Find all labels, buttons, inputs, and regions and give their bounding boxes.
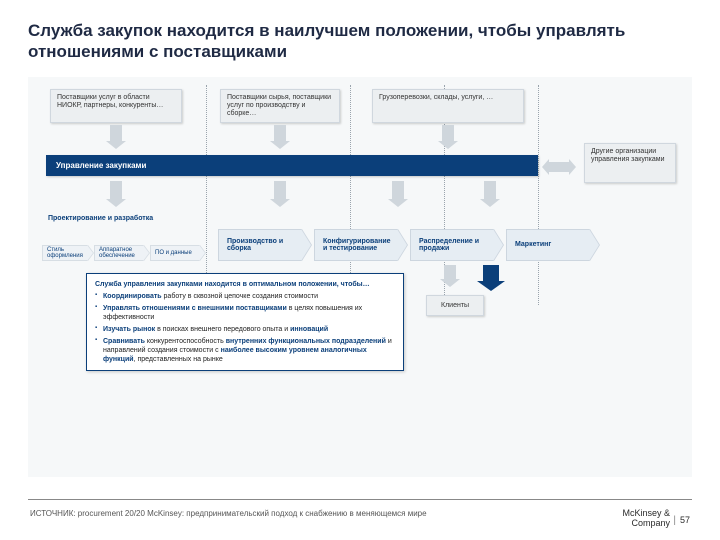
arrow-down-icon	[270, 181, 290, 207]
brand-logo: McKinsey &Company	[622, 509, 670, 528]
page-number: 57	[680, 515, 690, 525]
chain-label: Конфигурирование и тестирование	[323, 238, 393, 252]
arrow-down-icon	[106, 125, 126, 149]
arrow-down-icon	[438, 125, 458, 149]
arrow-down-icon	[480, 181, 500, 207]
callout-list: Координировать работу в сквозной цепочке…	[95, 292, 395, 365]
big-arrow-down-icon	[477, 265, 505, 291]
clients-box: Клиенты	[426, 295, 484, 316]
callout-item: Изучать рынок в поисках внешнего передов…	[95, 325, 395, 334]
subchain-style: Стиль оформления	[42, 245, 88, 261]
chain-step-production: Производство и сборка	[218, 229, 302, 261]
callout-box: Служба управления закупками находится в …	[86, 273, 404, 372]
divider	[538, 85, 539, 305]
callout-item: Управлять отношениями с внешними поставщ…	[95, 304, 395, 322]
divider	[350, 85, 351, 305]
chain-step-config: Конфигурирование и тестирование	[314, 229, 398, 261]
supplier-box-rd: Поставщики услуг в области НИОКР, партне…	[50, 89, 182, 123]
callout-item: Сравнивать конкурентоспособность внутрен…	[95, 337, 395, 364]
chain-label: Маркетинг	[515, 241, 551, 248]
arrow-down-icon	[270, 125, 290, 149]
other-orgs-box: Другие организации управления закупками	[584, 143, 676, 183]
double-arrow-icon	[542, 159, 576, 175]
slide: Служба закупок находится в наилучшем пол…	[0, 0, 720, 540]
source-text: ИСТОЧНИК: procurement 20/20 McKinsey: пр…	[30, 509, 427, 518]
supplier-box-raw: Поставщики сырья, поставщики услуг по пр…	[220, 89, 340, 123]
chain-step-distribution: Распределение и продажи	[410, 229, 494, 261]
callout-item: Координировать работу в сквозной цепочке…	[95, 292, 395, 301]
subchain-hw: Аппаратное обеспечение	[94, 245, 144, 261]
arrow-down-icon	[440, 265, 460, 287]
footer-rule	[28, 499, 692, 500]
diagram: Поставщики услуг в области НИОКР, партне…	[28, 77, 692, 477]
chain-label: Производство и сборка	[227, 238, 297, 252]
chain-header: Проектирование и разработка	[48, 215, 153, 222]
chain-label: Распределение и продажи	[419, 238, 489, 252]
arrow-down-icon	[106, 181, 126, 207]
callout-lead: Служба управления закупками находится в …	[95, 280, 395, 289]
procurement-bar: Управление закупками	[46, 155, 538, 176]
arrow-down-icon	[388, 181, 408, 207]
subchain-sw: ПО и данные	[150, 245, 200, 261]
divider	[206, 85, 207, 305]
slide-title: Служба закупок находится в наилучшем пол…	[28, 20, 692, 63]
page-sep: |	[673, 515, 676, 526]
chain-step-marketing: Маркетинг	[506, 229, 590, 261]
supplier-box-logistics: Грузоперевозки, склады, услуги, …	[372, 89, 524, 123]
